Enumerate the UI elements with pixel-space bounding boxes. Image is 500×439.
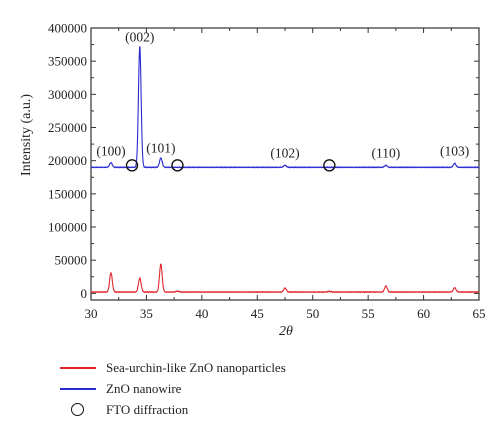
y-tick-label: 400000 [48,21,87,36]
y-tick-label: 250000 [48,120,87,135]
plot-frame [90,27,480,301]
x-tick-label: 45 [251,306,264,321]
legend-item-nanowire: ZnO nanowire [60,378,286,399]
fto-marker [125,159,139,172]
legend-line-red [60,361,96,375]
x-tick-label: 55 [362,306,375,321]
fto-marker [171,159,184,172]
peak-label: (102) [270,145,299,160]
legend-item-nanoparticles: Sea-urchin-like ZnO nanoparticles [60,357,286,378]
x-axis: 30 35 40 45 50 55 60 65 [85,28,486,321]
legend-label: Sea-urchin-like ZnO nanoparticles [106,359,286,375]
peak-label: (103) [440,143,469,158]
y-tick-label: 200000 [48,153,87,168]
y-tick-label: 300000 [48,87,87,102]
y-tick-label: 100000 [48,220,87,235]
y-axis-title: Intensity (a.u.) [19,94,34,176]
fto-marker [323,159,336,172]
series-line-nanoparticles [90,263,480,294]
peak-label: (110) [372,145,401,160]
x-tick-label: 40 [195,306,208,321]
legend: Sea-urchin-like ZnO nanoparticles ZnO na… [60,357,286,420]
y-tick-label: 0 [81,286,88,301]
series-layer [90,46,480,294]
plot-area [90,27,480,301]
peak-label: (100) [96,143,125,158]
fto-markers [125,159,336,172]
x-tick-label: 65 [473,306,486,321]
legend-label: ZnO nanowire [106,380,182,396]
y-tick-label: 350000 [48,54,87,69]
x-tick-label: 50 [306,306,319,321]
y-tick-label: 150000 [48,186,87,201]
x-axis-title: 2θ [279,324,293,339]
peak-label: (101) [146,141,175,156]
y-axis: 0 50000 100000 150000 200000 250000 300000 3500… [48,21,479,301]
x-tick-label: 60 [417,306,430,321]
peak-annotations: (100) (002) (101) (102) (110) (103) [96,29,469,160]
peak-label: (002) [125,29,154,44]
legend-item-fto: FTO diffraction [60,399,286,420]
series-line-nanowire [90,46,480,169]
legend-line-blue [60,382,96,396]
circle-marker-icon [60,402,96,417]
y-tick-label: 50000 [55,253,88,268]
x-tick-label: 35 [140,306,153,321]
x-tick-label: 30 [85,306,98,321]
legend-label: FTO diffraction [106,401,189,417]
